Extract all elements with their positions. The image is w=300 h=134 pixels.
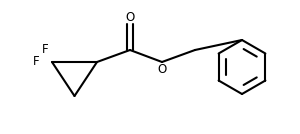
Text: O: O bbox=[158, 63, 167, 76]
Text: F: F bbox=[33, 55, 39, 68]
Text: F: F bbox=[42, 42, 48, 55]
Text: O: O bbox=[125, 11, 135, 24]
